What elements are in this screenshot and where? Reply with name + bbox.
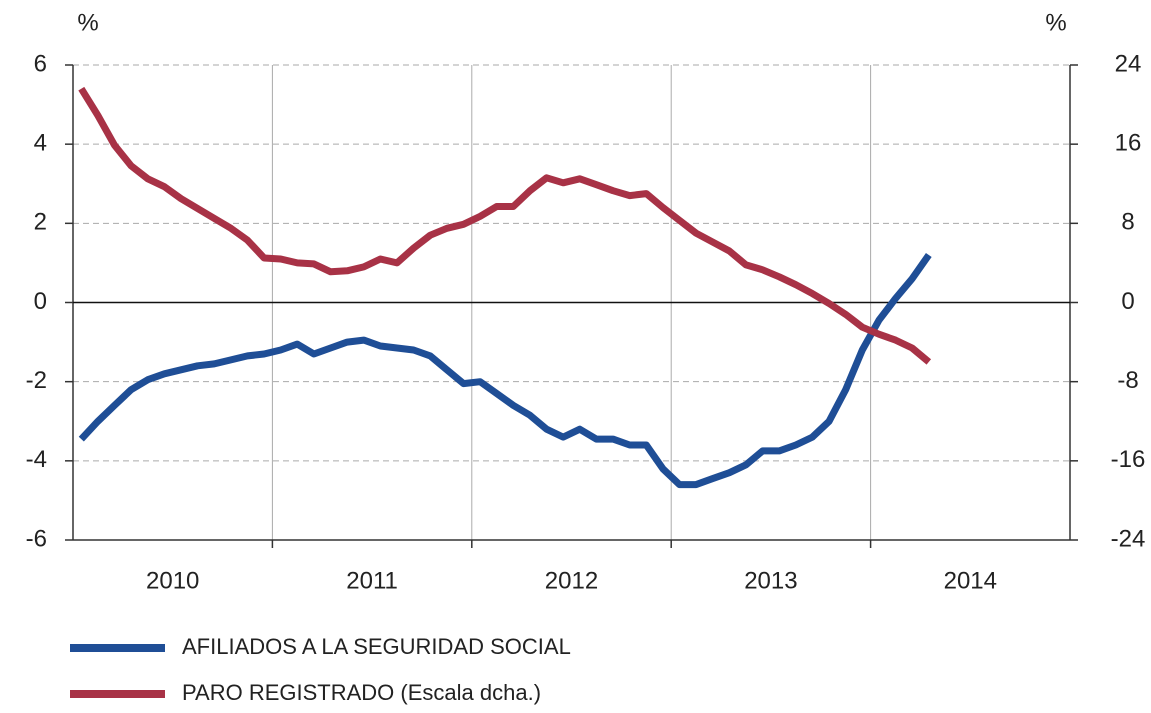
y-tick-label: 0 xyxy=(34,288,47,315)
y-axis-label: % xyxy=(77,9,98,36)
y-tick-label: -4 xyxy=(26,446,47,473)
y-tick-label: -2 xyxy=(26,367,47,394)
x-tick-label: 2013 xyxy=(744,567,797,594)
legend-label: PARO REGISTRADO (Escala dcha.) xyxy=(182,680,541,705)
y2-tick-label: 8 xyxy=(1121,209,1134,236)
y-tick-label: 4 xyxy=(34,130,47,157)
y2-axis-label: % xyxy=(1045,9,1066,36)
x-tick-label: 2012 xyxy=(545,567,598,594)
legend-label: AFILIADOS A LA SEGURIDAD SOCIAL xyxy=(182,634,571,659)
y2-tick-label: 16 xyxy=(1115,130,1142,157)
series-line xyxy=(78,86,932,365)
x-tick-label: 2014 xyxy=(944,567,997,594)
y2-tick-label: -16 xyxy=(1111,446,1146,473)
y-tick-label: 6 xyxy=(34,50,47,77)
y2-tick-label: -8 xyxy=(1117,367,1138,394)
series-line xyxy=(78,252,932,489)
y-tick-label: -6 xyxy=(26,525,47,552)
y2-tick-label: -24 xyxy=(1111,525,1146,552)
x-tick-label: 2011 xyxy=(346,567,398,594)
y2-tick-label: 0 xyxy=(1121,288,1134,315)
y-tick-label: 2 xyxy=(34,209,47,236)
y2-tick-label: 24 xyxy=(1115,50,1142,77)
x-tick-label: 2010 xyxy=(146,567,199,594)
